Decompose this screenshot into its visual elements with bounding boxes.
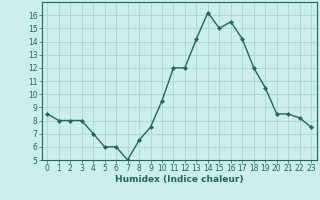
X-axis label: Humidex (Indice chaleur): Humidex (Indice chaleur)	[115, 175, 244, 184]
